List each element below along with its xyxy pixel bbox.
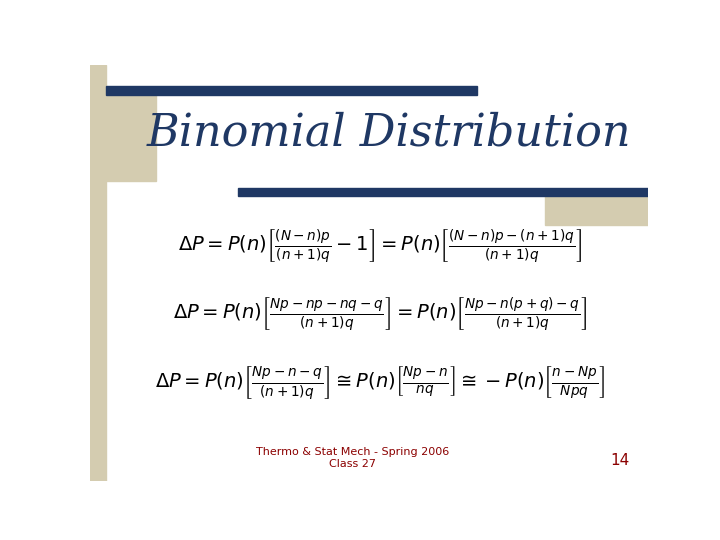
- Bar: [90, 65, 106, 481]
- Text: $\Delta P = P(n)\left[\frac{Np-np-nq-q}{(n+1)q}\right] = P(n)\left[\frac{Np-n(p+: $\Delta P = P(n)\left[\frac{Np-np-nq-q}{…: [173, 295, 588, 333]
- Text: 14: 14: [611, 453, 630, 468]
- Text: Binomial Distribution: Binomial Distribution: [146, 112, 631, 155]
- Bar: [238, 188, 648, 196]
- Bar: [545, 194, 648, 225]
- Text: $\Delta P = P(n)\left[\frac{Np-n-q}{(n+1)q}\right] \cong P(n)\left[\frac{Np-n}{n: $\Delta P = P(n)\left[\frac{Np-n-q}{(n+1…: [155, 364, 606, 402]
- Bar: [106, 85, 477, 94]
- Text: Thermo & Stat Mech - Spring 2006: Thermo & Stat Mech - Spring 2006: [256, 447, 449, 457]
- Bar: [106, 87, 156, 181]
- Text: $\Delta P = P(n)\left[\frac{(N-n)p}{(n+1)q} - 1\right] = P(n)\left[\frac{(N-n)p-: $\Delta P = P(n)\left[\frac{(N-n)p}{(n+1…: [178, 227, 582, 265]
- Text: Class 27: Class 27: [329, 459, 376, 469]
